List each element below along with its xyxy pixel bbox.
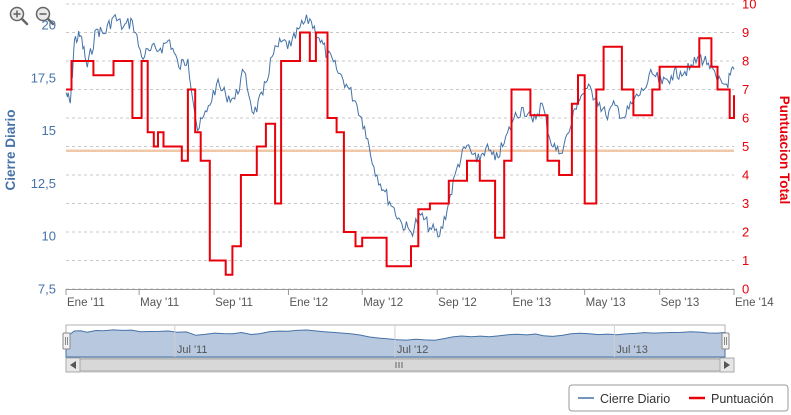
navigator-handle-right[interactable]: [721, 332, 730, 350]
legend-label-score[interactable]: Puntuación: [711, 392, 774, 406]
y-axis-left-title: Cierre Diario: [3, 109, 18, 190]
y-left-tick-label: 12,5: [31, 176, 56, 191]
y-right-tick-label: 3: [742, 196, 749, 211]
y-right-tick-label: 6: [742, 111, 749, 126]
y-right-tick-label: 10: [742, 0, 756, 12]
plot-area: [65, 13, 735, 276]
legend-label-price[interactable]: Cierre Diario: [600, 392, 670, 406]
x-tick-label: May '13: [586, 297, 626, 309]
x-tick-label: Sep '11: [215, 297, 253, 309]
navigator-tick-label: Jul '12: [397, 344, 428, 356]
scrollbar-thumb[interactable]: [79, 358, 721, 372]
x-tick-label: May '12: [363, 297, 403, 309]
series-cierre-diario: [65, 13, 735, 238]
x-axis-ticks: Ene '11 May '11 Sep '11 Ene '12 May '12 Sep '…: [65, 289, 774, 309]
right-axis-ticks: 0 1 2 3 4 5 6 7 8 9 10: [742, 0, 756, 297]
y-left-tick-label: 7,5: [38, 282, 56, 297]
y-left-tick-label: 15: [42, 123, 56, 138]
y-right-tick-label: 5: [742, 139, 749, 154]
x-tick-label: Ene '14: [735, 297, 774, 309]
x-tick-label: Ene '13: [513, 297, 552, 309]
y-left-tick-label: 17,5: [31, 70, 56, 85]
navigator-tick-label: Jul '13: [616, 344, 647, 356]
x-tick-label: Sep '13: [661, 297, 700, 309]
y-right-tick-label: 4: [742, 168, 749, 183]
arrow-left-icon: [70, 361, 76, 369]
arrow-right-icon: [724, 361, 730, 369]
legend: Cierre Diario Puntuación: [568, 384, 789, 412]
y-right-tick-label: 8: [742, 54, 749, 69]
zoom-out-icon[interactable]: [35, 6, 55, 26]
y-axis-right-title: Puntuacion Total: [777, 96, 791, 205]
navigator-tick-label: Jul '11: [177, 344, 208, 356]
y-left-tick-label: 20: [42, 18, 56, 33]
navigator-area: [65, 329, 726, 358]
x-tick-label: Sep '12: [438, 297, 477, 309]
x-tick-label: Ene '12: [289, 297, 328, 309]
y-right-tick-label: 7: [742, 82, 749, 97]
series-puntuacion: [66, 31, 735, 276]
y-right-tick-label: 0: [742, 282, 749, 297]
gridlines: [66, 3, 734, 290]
y-right-tick-label: 2: [742, 225, 749, 240]
navigator-handle-left[interactable]: [62, 332, 71, 350]
x-tick-label: May '11: [140, 297, 179, 309]
x-tick-label: Ene '11: [67, 297, 105, 309]
navigator[interactable]: Jul '11 Jul '12 Jul '13: [62, 324, 735, 373]
left-axis-ticks: 7,5 10 12,5 15 17,5 20: [31, 18, 56, 297]
y-left-tick-label: 10: [42, 229, 56, 244]
zoom-in-icon[interactable]: [9, 6, 29, 26]
y-right-tick-label: 9: [742, 25, 749, 40]
y-right-tick-label: 1: [742, 253, 749, 268]
